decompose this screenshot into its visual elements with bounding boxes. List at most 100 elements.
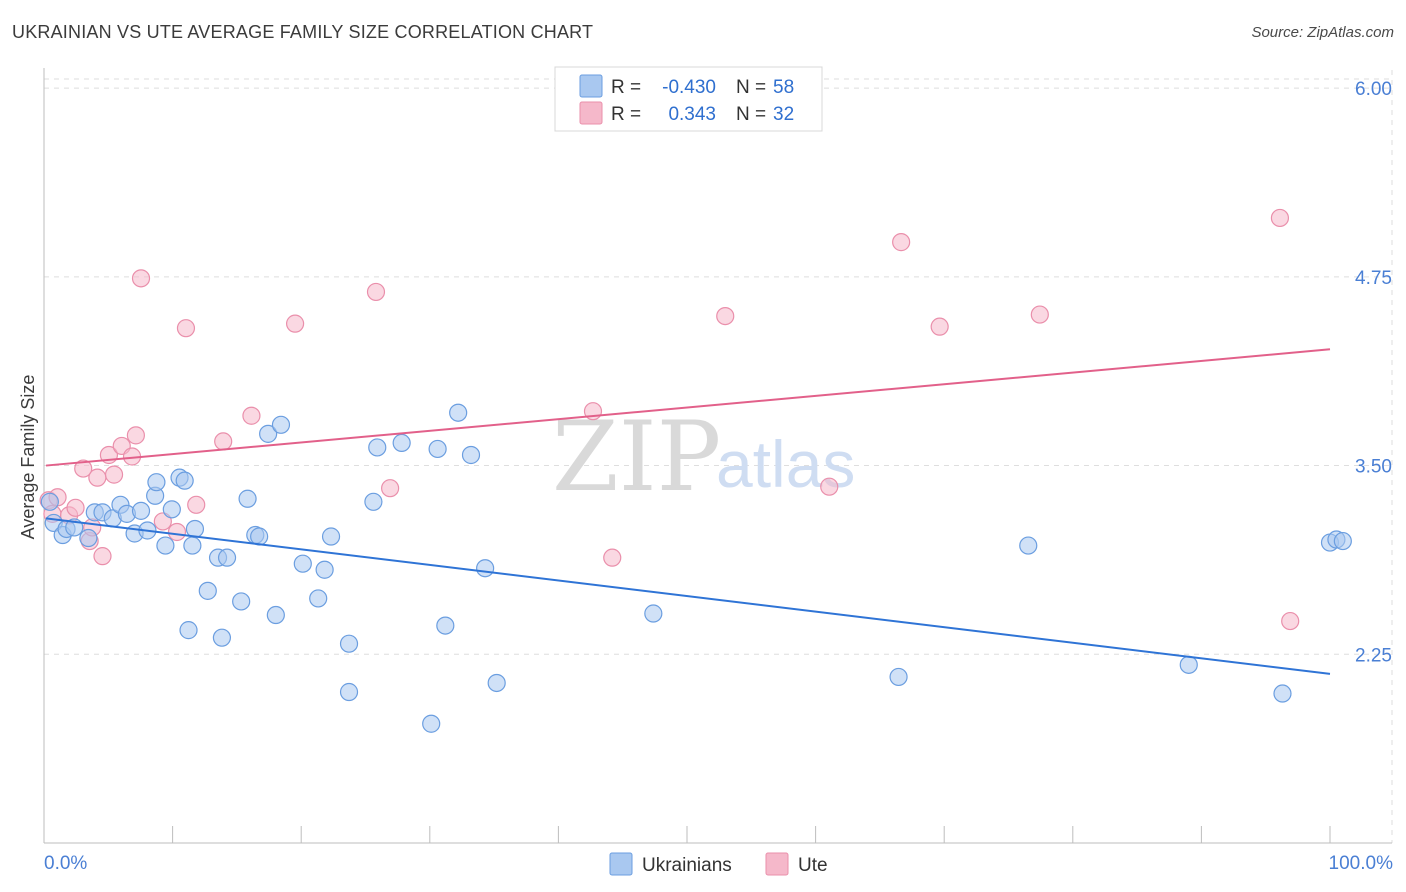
ukrainian-point-33 — [271, 415, 291, 434]
ute-point-21 — [242, 406, 261, 425]
ukrainian-point-34 — [293, 554, 312, 573]
ute-point-33 — [1281, 611, 1300, 631]
ute-point-9 — [93, 547, 112, 566]
ukrainian-point-20 — [179, 621, 198, 640]
ukrainian-point-0 — [40, 492, 59, 511]
y-tick-label-2: 4.75 — [1355, 268, 1392, 289]
stats-legend: R = -0.430 N = 58 R = 0.343 N = 32 — [554, 66, 823, 132]
ukrainian-point-15 — [147, 473, 166, 492]
ukrainian-point-47 — [461, 445, 481, 465]
ukrainian-point-30 — [250, 527, 269, 546]
ute-point-29 — [892, 233, 911, 252]
ukrainian-point-19 — [175, 471, 194, 490]
legend-r-label-2: R = — [611, 104, 641, 125]
ute-point-32 — [1270, 208, 1290, 228]
legend-swatch-ute — [579, 101, 603, 125]
ukrainian-point-16 — [156, 536, 175, 555]
legend-r-value-1: -0.430 — [662, 77, 716, 98]
ute-point-18 — [176, 319, 196, 338]
ukrainian-point-49 — [487, 673, 506, 693]
ute-point-4 — [66, 498, 85, 517]
ukrainian-point-32 — [266, 605, 285, 625]
ukrainian-point-40 — [364, 492, 383, 511]
ukrainian-point-31 — [259, 424, 278, 443]
ukrainian-points — [40, 403, 1352, 733]
legend-n-label-2: N = — [736, 104, 766, 125]
ukrainian-point-53 — [1179, 655, 1198, 674]
legend-n-label-1: N = — [736, 77, 766, 98]
ute-point-17 — [167, 522, 187, 542]
y-tick-label-0: 2.25 — [1355, 645, 1392, 666]
ute-trend-line — [45, 348, 1331, 467]
ukrainian-point-43 — [422, 714, 441, 733]
ukrainian-point-35 — [309, 589, 328, 608]
axes — [43, 68, 1392, 844]
legend-n-value-1: 58 — [773, 77, 794, 98]
bottom-legend-swatch-ute — [765, 852, 789, 876]
ukrainian-point-37 — [321, 527, 341, 546]
ute-point-14 — [126, 426, 145, 445]
ukrainian-point-38 — [339, 634, 359, 653]
ukrainian-point-48 — [476, 559, 495, 578]
legend-n-value-2: 32 — [773, 104, 794, 125]
y-tick-label-1: 3.50 — [1355, 457, 1392, 478]
ukrainian-point-51 — [889, 667, 908, 687]
bottom-legend-ukrainians: Ukrainians — [642, 855, 732, 876]
ukrainian-point-22 — [185, 519, 205, 539]
ukrainian-point-17 — [162, 500, 181, 519]
legend-swatch-ukrainians — [579, 74, 603, 98]
x-tick-label-end: 100.0% — [1329, 853, 1394, 874]
y-tick-labels: 2.25 3.50 4.75 6.00 — [1355, 79, 1392, 666]
ukrainian-point-41 — [368, 438, 387, 457]
series-legend: Ukrainians Ute — [609, 852, 828, 876]
bottom-legend-swatch-ukrainians — [609, 852, 633, 876]
ukrainian-point-26 — [217, 548, 237, 567]
ukrainian-point-39 — [339, 682, 359, 702]
ute-point-24 — [381, 479, 400, 498]
ute-point-26 — [603, 548, 622, 567]
y-axis-label: Average Family Size — [18, 375, 38, 540]
ute-point-8 — [88, 468, 107, 487]
bottom-legend-ute: Ute — [798, 855, 828, 876]
ute-point-5 — [74, 459, 93, 478]
ukrainian-point-36 — [315, 560, 334, 579]
ute-point-23 — [366, 282, 386, 302]
ute-point-11 — [104, 465, 124, 484]
ukrainian-point-42 — [392, 433, 411, 453]
watermark: ZIP atlas — [552, 401, 855, 513]
ukrainian-trend-line — [45, 517, 1331, 675]
ute-point-16 — [153, 512, 172, 531]
ukrainian-point-46 — [449, 403, 468, 422]
ukrainian-point-21 — [183, 536, 202, 555]
ukrainian-point-23 — [198, 581, 217, 600]
ukrainian-point-54 — [1273, 684, 1292, 703]
source-label: Source: ZipAtlas.com — [1251, 24, 1394, 41]
x-tick-labels: 0.0% 100.0% — [44, 853, 1393, 874]
watermark-zip: ZIP — [552, 401, 721, 513]
ute-point-27 — [716, 306, 735, 326]
x-tick-label-start: 0.0% — [44, 853, 87, 874]
ukrainian-point-57 — [1333, 531, 1352, 551]
ute-point-22 — [285, 314, 305, 333]
ukrainian-point-27 — [232, 592, 251, 611]
y-tick-label-3: 6.00 — [1355, 79, 1392, 100]
trend-lines — [45, 348, 1331, 675]
ukrainian-point-50 — [644, 604, 663, 623]
ute-point-19 — [187, 495, 206, 514]
ukrainian-point-12 — [131, 501, 151, 520]
legend-r-label-1: R = — [611, 77, 641, 98]
ukrainian-point-52 — [1019, 536, 1038, 555]
ute-point-15 — [131, 269, 151, 288]
ute-point-30 — [930, 317, 949, 336]
ukrainian-point-44 — [428, 439, 447, 459]
ute-point-20 — [214, 432, 233, 451]
ukrainian-point-5 — [79, 528, 98, 548]
ute-point-28 — [820, 477, 839, 496]
ukrainian-point-25 — [212, 628, 232, 647]
chart-title: UKRAINIAN VS UTE AVERAGE FAMILY SIZE COR… — [12, 22, 594, 42]
legend-r-value-2: 0.343 — [668, 104, 716, 125]
ukrainian-point-45 — [436, 616, 455, 635]
ukrainian-point-28 — [238, 489, 257, 508]
ute-point-31 — [1030, 305, 1049, 324]
